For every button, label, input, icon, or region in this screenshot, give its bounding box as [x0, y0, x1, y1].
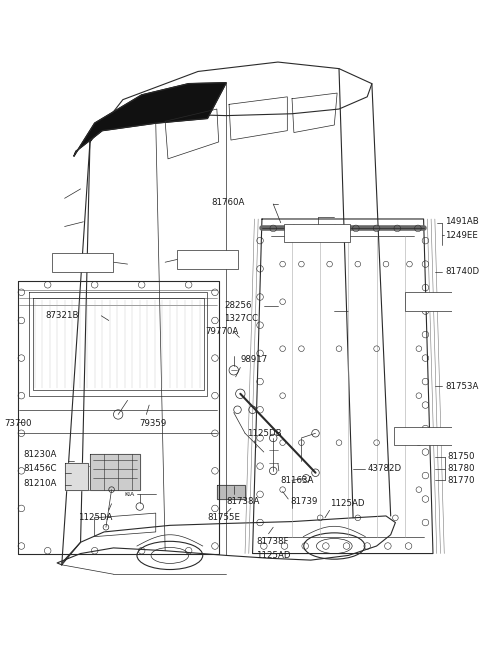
- Text: 73700: 73700: [4, 419, 32, 428]
- Text: 1491AB: 1491AB: [445, 217, 479, 226]
- Polygon shape: [74, 83, 226, 156]
- Text: 1125DB: 1125DB: [247, 429, 282, 438]
- Text: 81210A: 81210A: [23, 479, 57, 487]
- Text: 81760A: 81760A: [211, 197, 245, 207]
- Text: 1249EE: 1249EE: [445, 232, 478, 240]
- Text: 82315D: 82315D: [290, 227, 324, 236]
- Text: 81730A: 81730A: [54, 256, 88, 265]
- Text: 28256: 28256: [224, 301, 252, 310]
- Text: 81456C: 81456C: [23, 464, 57, 474]
- Text: 81780: 81780: [447, 464, 475, 474]
- Polygon shape: [217, 485, 245, 499]
- Text: 81738F: 81738F: [256, 537, 289, 546]
- Text: 81230A: 81230A: [23, 451, 57, 459]
- FancyBboxPatch shape: [405, 293, 452, 311]
- Polygon shape: [90, 454, 140, 489]
- Text: 85858C: 85858C: [179, 252, 213, 261]
- Text: 82315D: 82315D: [396, 430, 430, 439]
- Text: 1327CC: 1327CC: [224, 314, 258, 323]
- Text: 81738A: 81738A: [226, 497, 260, 506]
- Text: 81753A: 81753A: [445, 382, 479, 391]
- FancyBboxPatch shape: [394, 426, 455, 445]
- Text: 79359: 79359: [140, 419, 167, 428]
- Text: 81740D: 81740D: [445, 267, 480, 276]
- Polygon shape: [65, 463, 88, 489]
- Text: 1125AD: 1125AD: [330, 499, 364, 508]
- Text: 98917: 98917: [240, 356, 267, 365]
- Text: 1125DA: 1125DA: [78, 514, 112, 522]
- Text: 79770A: 79770A: [205, 327, 239, 337]
- Text: 81739: 81739: [290, 497, 317, 506]
- FancyBboxPatch shape: [285, 224, 350, 243]
- FancyBboxPatch shape: [52, 253, 113, 272]
- Text: 81770: 81770: [447, 476, 475, 485]
- Text: 81163A: 81163A: [281, 476, 314, 485]
- FancyBboxPatch shape: [178, 250, 239, 269]
- Text: 81750: 81750: [447, 452, 475, 461]
- Text: 85858C: 85858C: [407, 295, 440, 304]
- Text: 81755E: 81755E: [207, 514, 240, 522]
- Text: 43782D: 43782D: [367, 464, 401, 474]
- Text: 1125AD: 1125AD: [256, 551, 291, 560]
- Text: 87321B: 87321B: [46, 312, 79, 320]
- Text: KIA: KIA: [124, 492, 134, 497]
